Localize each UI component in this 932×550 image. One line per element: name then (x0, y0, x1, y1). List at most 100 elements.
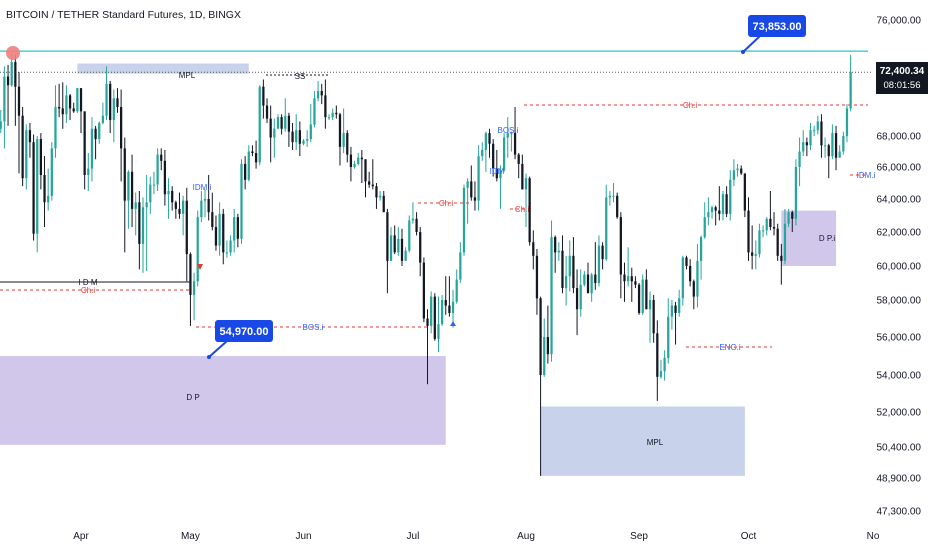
candle-body (17, 86, 21, 116)
candle-body (743, 173, 746, 211)
candle-body (845, 108, 849, 136)
candle-body (156, 154, 159, 185)
candle-body (667, 316, 670, 358)
candle-body (371, 184, 374, 187)
candle-body (233, 217, 236, 241)
annotation-chi-jul: Ch.i (439, 199, 453, 208)
candle-body (57, 107, 61, 109)
candle-body (335, 112, 338, 115)
candle-body (703, 217, 706, 238)
candle-body (813, 130, 816, 132)
candle-body (619, 217, 622, 275)
candle-body (236, 217, 239, 239)
candle-body (39, 139, 43, 175)
candle-body (357, 157, 360, 164)
zone-2 (540, 406, 745, 476)
candle-body (506, 133, 509, 138)
callout-target-pointer (742, 35, 761, 53)
annotation-mpl-top: MPL (179, 71, 196, 80)
callout-target-text: 73,853.00 (753, 21, 802, 33)
candle-body (87, 168, 90, 175)
candle-body (805, 142, 808, 146)
candle-body (524, 178, 528, 190)
candle-body (218, 213, 221, 246)
y-tick-label: 60,000.00 (877, 262, 922, 273)
candle-body (21, 115, 24, 179)
candle-body (375, 186, 378, 198)
candle-body (699, 237, 703, 261)
candle-body (397, 238, 400, 253)
candle-body (517, 154, 520, 164)
candle-body (426, 318, 429, 326)
candle-body (586, 274, 590, 294)
candle-body (145, 202, 148, 208)
candle-body (473, 197, 477, 201)
x-tick-label: Jun (295, 531, 311, 542)
candle-body (280, 117, 283, 129)
high-marker (6, 46, 20, 60)
candle-body (652, 300, 655, 334)
annotation-dp-left: D P (186, 393, 199, 402)
candle-body (637, 284, 641, 313)
y-tick-label: 56,000.00 (877, 333, 922, 344)
candle-body (736, 168, 739, 171)
callout-low-text: 54,970.00 (220, 326, 269, 338)
callout-target-pointer-dot (741, 50, 745, 54)
x-tick-label: Aug (517, 531, 535, 542)
candle-body (714, 207, 717, 211)
annotation-chi-aug: Ch.i (683, 101, 697, 110)
candle-body (462, 187, 466, 253)
candle-body (678, 298, 681, 313)
candle-body (327, 117, 331, 119)
candle-body (579, 284, 582, 310)
candle-body (466, 181, 469, 188)
candle-body (535, 255, 539, 299)
candle-body (546, 337, 550, 355)
candle-body (499, 170, 502, 179)
candle-body (747, 210, 750, 253)
candle-body (251, 151, 254, 154)
callout-low-pointer-dot (207, 355, 211, 359)
down-arrow-marker (197, 264, 203, 270)
candle-body (10, 62, 13, 86)
annotation-chi-left: Ch.i (81, 286, 95, 295)
up-arrow-marker (450, 321, 456, 326)
candle-body (112, 98, 115, 121)
candle-body (477, 156, 480, 201)
candle-body (36, 139, 39, 234)
candle-body (433, 296, 436, 339)
candle-body (492, 143, 495, 169)
candle-body (488, 133, 491, 144)
candle-body (448, 305, 451, 313)
candle-body (360, 157, 363, 160)
candle-body (689, 266, 692, 282)
annotation-dpi: D P.i (819, 234, 836, 243)
candle-body (827, 145, 830, 157)
candle-body (364, 159, 367, 182)
y-tick-label: 64,000.00 (877, 195, 922, 206)
candle-body (459, 252, 462, 280)
candle-body (550, 237, 553, 355)
candle-body (561, 250, 564, 289)
candle-body (291, 131, 294, 143)
candle-body (98, 122, 101, 140)
candle-body (696, 260, 699, 297)
candle-body (189, 254, 192, 295)
candle-body (772, 227, 776, 229)
candle-body (90, 128, 94, 169)
candle-body (623, 274, 626, 282)
candle-body (171, 191, 174, 203)
candle-body (342, 133, 345, 147)
candle-body (630, 276, 633, 282)
annotation-idm-left: I D M (78, 278, 97, 287)
candle-body (451, 301, 455, 313)
candle-body (222, 213, 225, 253)
y-tick-label: 58,000.00 (877, 296, 922, 307)
callout-low-pointer (208, 340, 228, 358)
candle-body (608, 195, 612, 198)
candle-body (240, 163, 243, 239)
candle-body (14, 62, 17, 87)
candle-body (276, 117, 280, 129)
candle-body (404, 250, 407, 261)
